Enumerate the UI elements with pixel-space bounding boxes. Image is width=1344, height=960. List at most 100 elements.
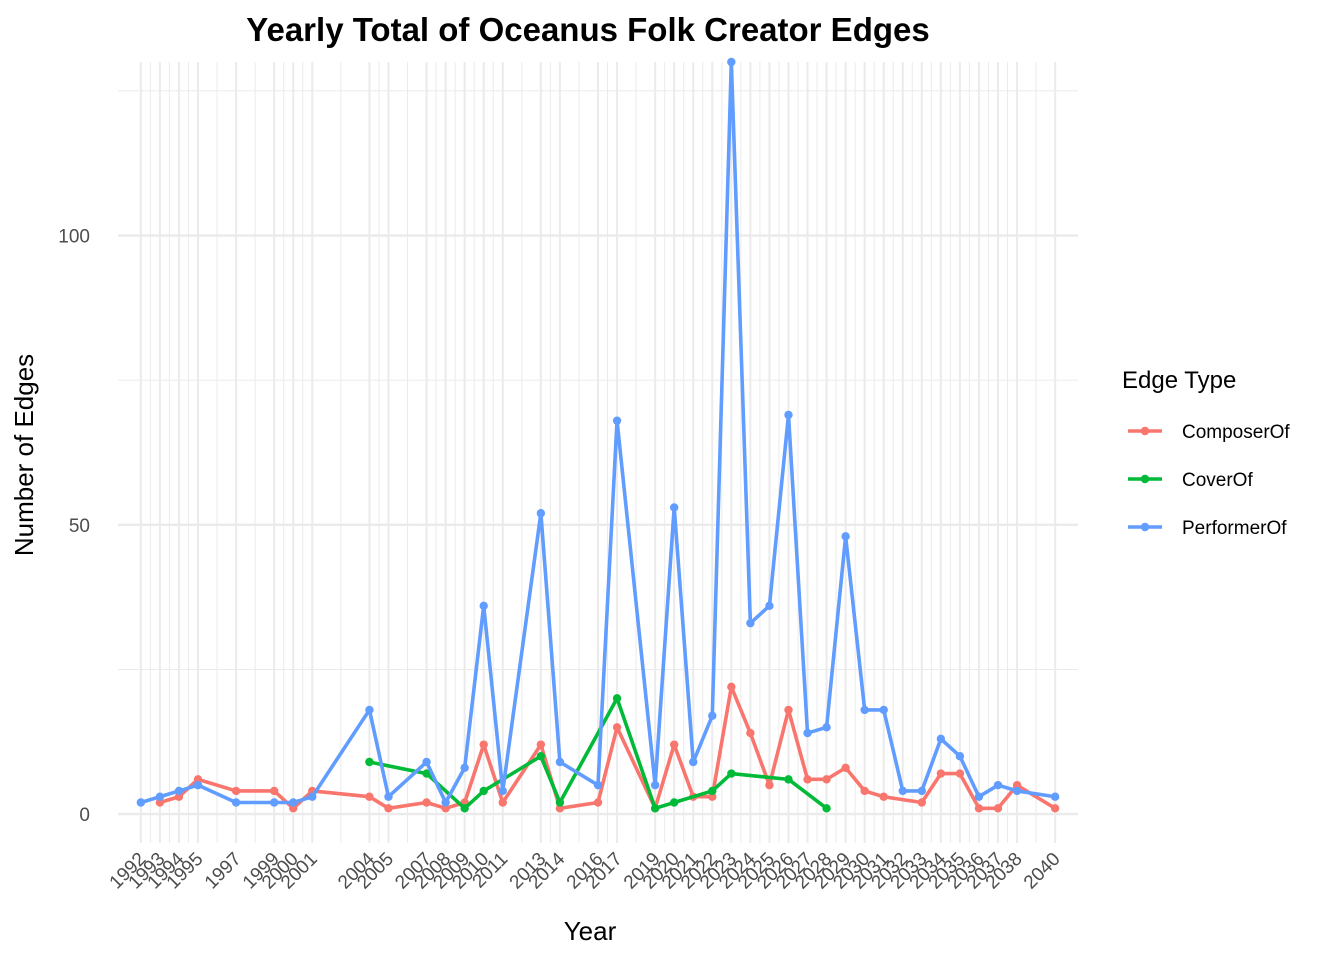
data-point <box>917 798 927 807</box>
data-point <box>746 728 755 738</box>
legend-swatch-point <box>1140 426 1150 436</box>
data-point <box>155 798 165 807</box>
series-layer <box>136 57 1060 813</box>
legend-item-coverof: CoverOf <box>1128 470 1253 491</box>
data-point <box>1050 804 1060 813</box>
data-point <box>174 792 184 801</box>
data-point <box>1012 786 1022 796</box>
data-point <box>593 798 603 807</box>
data-point <box>422 757 431 767</box>
data-point <box>1050 792 1060 801</box>
data-point <box>612 723 622 732</box>
data-point <box>555 798 565 807</box>
data-point <box>422 798 431 807</box>
data-point <box>936 769 946 778</box>
data-point <box>974 792 984 801</box>
data-point <box>708 786 717 796</box>
data-point <box>460 804 469 813</box>
data-point <box>479 740 488 749</box>
data-point <box>384 792 393 801</box>
data-point <box>365 705 374 715</box>
data-point <box>193 780 203 790</box>
legend-label: PerformerOf <box>1182 518 1287 539</box>
data-point <box>536 740 546 749</box>
data-point <box>765 601 774 611</box>
x-tick-label: 2040 <box>1020 849 1065 894</box>
data-point <box>784 775 793 784</box>
data-point <box>289 804 298 813</box>
legend: Edge Type ComposerOf CoverOf PerformerOf <box>1122 367 1290 539</box>
data-point <box>193 775 203 784</box>
series-line-performerof <box>140 60 1056 805</box>
data-point <box>955 769 965 778</box>
data-point <box>822 775 831 784</box>
data-point <box>422 769 431 778</box>
y-axis-title: Number of Edges <box>9 354 39 556</box>
data-point <box>536 509 546 518</box>
data-point <box>727 769 736 778</box>
data-point <box>841 763 850 772</box>
data-point <box>708 792 717 801</box>
data-point <box>993 804 1003 813</box>
data-point <box>460 763 469 772</box>
data-point <box>727 682 736 691</box>
series-coverof <box>365 694 831 813</box>
data-point <box>308 792 317 801</box>
data-point <box>498 786 507 796</box>
x-axis-title: Year <box>564 916 617 946</box>
data-point <box>136 798 146 807</box>
data-point <box>898 786 907 796</box>
data-point <box>784 705 793 715</box>
chart-title: Yearly Total of Oceanus Folk Creator Edg… <box>246 11 929 48</box>
data-point <box>1012 780 1022 790</box>
series-performerof <box>136 57 1060 807</box>
data-point <box>593 780 603 790</box>
y-tick-label: 100 <box>58 227 90 248</box>
data-point <box>365 757 374 767</box>
data-point <box>384 804 393 813</box>
data-point <box>174 786 184 796</box>
data-point <box>498 798 507 807</box>
grid-lines <box>118 62 1078 843</box>
data-point <box>612 416 622 425</box>
legend-swatch-point <box>1140 474 1150 484</box>
data-point <box>860 786 869 796</box>
data-point <box>917 786 927 796</box>
y-tick-label: 50 <box>69 516 90 537</box>
data-point <box>993 780 1003 790</box>
data-point <box>822 804 831 813</box>
data-point <box>289 798 298 807</box>
legend-item-performerof: PerformerOf <box>1128 518 1287 539</box>
data-point <box>441 798 450 807</box>
data-point <box>650 804 660 813</box>
y-tick-label: 0 <box>79 805 90 826</box>
series-line-composerof <box>159 684 1057 811</box>
legend-swatch-point <box>1140 522 1150 532</box>
legend-title: Edge Type <box>1122 367 1236 394</box>
data-point <box>727 57 736 67</box>
data-point <box>974 804 984 813</box>
data-point <box>803 775 812 784</box>
data-point <box>955 752 965 761</box>
legend-label: ComposerOf <box>1182 422 1290 443</box>
data-point <box>765 780 774 790</box>
data-point <box>669 740 679 749</box>
data-point <box>879 705 888 715</box>
data-point <box>689 757 698 767</box>
legend-item-composerof: ComposerOf <box>1128 422 1290 443</box>
data-point <box>269 798 279 807</box>
data-point <box>784 410 793 420</box>
data-point <box>479 786 488 796</box>
data-point <box>441 804 450 813</box>
data-point <box>822 723 831 732</box>
data-point <box>860 705 869 715</box>
y-axis-ticks: 0 50 100 <box>58 227 90 827</box>
data-point <box>479 601 488 611</box>
data-point <box>555 804 565 813</box>
data-point <box>650 780 660 790</box>
data-point <box>231 798 241 807</box>
data-point <box>555 757 565 767</box>
data-point <box>669 798 679 807</box>
